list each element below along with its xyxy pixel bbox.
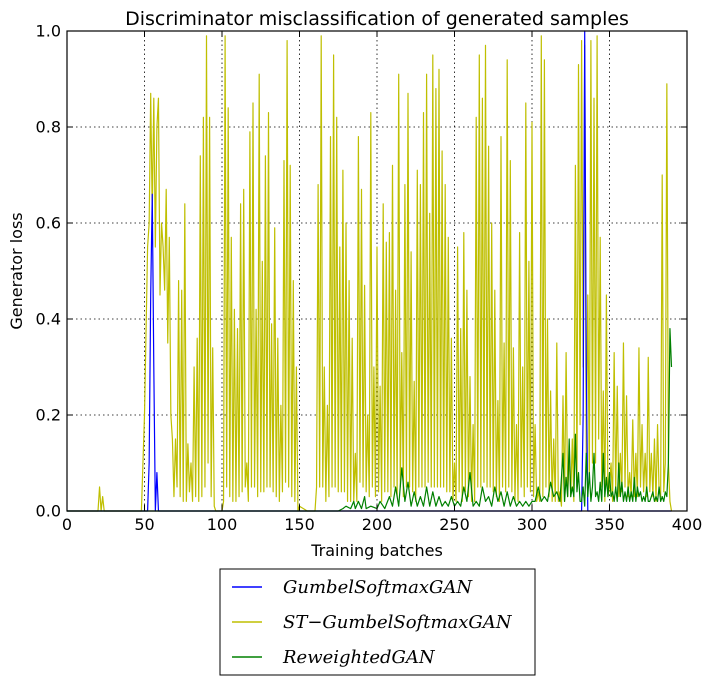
x-tick-label: 0 — [62, 515, 72, 534]
legend-entries: GumbelSoftmaxGAN ST−GumbelSoftmaxGAN Rewei… — [232, 577, 513, 668]
legend-label: ST−GumbelSoftmaxGAN — [283, 612, 513, 633]
y-axis-label: Generator loss — [7, 212, 26, 329]
legend-label: GumbelSoftmaxGAN — [283, 577, 473, 598]
x-tick-label: 350 — [594, 515, 625, 534]
y-tick-label: 0.6 — [36, 214, 61, 233]
x-tick-labels: 0 50 100 150 200 250 300 350 400 — [62, 515, 702, 534]
series-line-reweightedgan — [67, 328, 673, 512]
x-tick-label: 250 — [439, 515, 470, 534]
series-line-gumbelsoftmaxgan — [67, 30, 672, 512]
series-lines — [67, 30, 673, 512]
y-tick-label: 1.0 — [36, 22, 61, 41]
x-tick-label: 100 — [207, 515, 238, 534]
y-tick-labels: 0.0 0.2 0.4 0.6 0.8 1.0 — [36, 22, 61, 521]
x-axis-label: Training batches — [310, 541, 443, 560]
y-tick-label: 0.0 — [36, 502, 61, 521]
x-tick-label: 400 — [672, 515, 703, 534]
y-tick-label: 0.2 — [36, 406, 61, 425]
y-tick-label: 0.8 — [36, 118, 61, 137]
legend: GumbelSoftmaxGAN ST−GumbelSoftmaxGAN Rewei… — [219, 568, 536, 676]
x-tick-label: 150 — [284, 515, 315, 534]
y-tick-label: 0.4 — [36, 310, 61, 329]
x-tick-label: 300 — [517, 515, 548, 534]
x-tick-label: 200 — [362, 515, 393, 534]
legend-label: ReweightedGAN — [282, 647, 436, 668]
chart-title: Discriminator misclassification of gener… — [125, 8, 629, 30]
x-tick-label: 50 — [134, 515, 154, 534]
axis-ticks — [66, 30, 688, 512]
legend-box — [219, 568, 536, 676]
